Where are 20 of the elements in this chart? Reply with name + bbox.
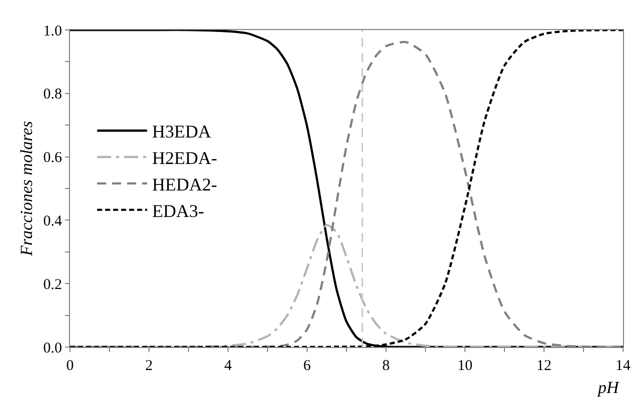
- y-tick-label: 0.0: [43, 340, 62, 356]
- y-tick-label: 0.2: [43, 276, 62, 293]
- legend-label: EDA3-: [152, 200, 204, 221]
- y-tick-label: 0.8: [43, 86, 62, 103]
- x-tick-label: 12: [536, 358, 552, 374]
- y-tick-label: 0.6: [43, 150, 62, 166]
- x-tick-label: 14: [616, 358, 631, 374]
- y-tick-label: 1.0: [43, 23, 62, 40]
- x-tick-label: 2: [145, 358, 153, 374]
- legend-label: H3EDA: [152, 122, 212, 142]
- x-tick-label: 4: [224, 358, 232, 374]
- x-tick-label: 8: [382, 358, 390, 374]
- x-tick-label: 6: [303, 358, 312, 374]
- y-tick-label: 0.4: [43, 213, 62, 230]
- y-axis-title: Fracciones molares: [16, 120, 36, 257]
- x-tick-label: 0: [66, 358, 74, 374]
- x-axis-title: pH: [597, 378, 620, 397]
- legend-label: H2EDA-: [152, 148, 218, 168]
- legend-label: HEDA2-: [152, 174, 218, 194]
- x-tick-label: 10: [458, 358, 472, 374]
